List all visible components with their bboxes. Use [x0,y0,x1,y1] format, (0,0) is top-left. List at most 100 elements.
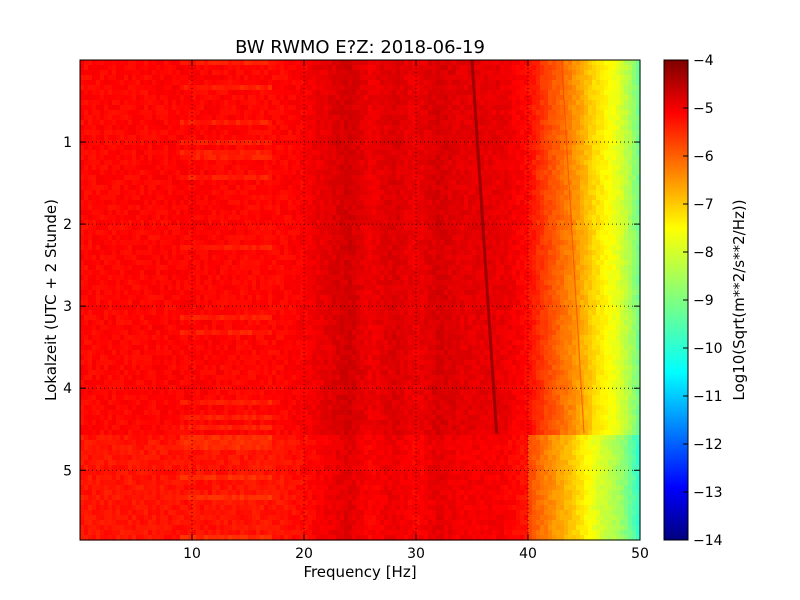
heatmap-cell [500,60,505,66]
heatmap-cell [468,110,473,116]
heatmap-cell [316,105,321,111]
heatmap-cell [204,215,209,221]
heatmap-cell [124,210,129,216]
heatmap-cell [324,155,329,161]
heatmap-cell [488,80,493,86]
heatmap-cell [208,110,213,116]
heatmap-cell [508,70,513,76]
heatmap-cell [284,95,289,101]
heatmap-cell [400,70,405,76]
heatmap-cell [616,115,621,121]
heatmap-cell [484,220,489,226]
heatmap-cell [452,130,457,136]
heatmap-cell [564,110,569,116]
heatmap-cell [396,190,401,196]
heatmap-cell [88,70,93,76]
heatmap-cell [376,130,381,136]
heatmap-cell [452,170,457,176]
heatmap-cell [484,135,489,141]
heatmap-cell [348,235,353,241]
heatmap-cell [132,70,137,76]
heatmap-cell [100,70,105,76]
heatmap-cell [356,120,361,126]
heatmap-cell [420,145,425,151]
heatmap-cell [484,185,489,191]
heatmap-cell [496,160,501,166]
heatmap-cell [196,185,201,191]
heatmap-cell [264,140,269,146]
heatmap-cell [236,135,241,141]
heatmap-cell [348,180,353,186]
heatmap-cell [336,60,341,66]
heatmap-cell [596,135,601,141]
heatmap-cell [400,185,405,191]
heatmap-cell [364,110,369,116]
heatmap-cell [244,110,249,116]
heatmap-cell [312,155,317,161]
heatmap-cell [300,210,305,216]
heatmap-cell [520,120,525,126]
heatmap-cell [372,170,377,176]
heatmap-cell [124,75,129,81]
heatmap-cell [96,200,101,206]
heatmap-cell [416,95,421,101]
heatmap-cell [440,135,445,141]
heatmap-cell [532,195,537,201]
heatmap-cell [164,90,169,96]
heatmap-cell [616,180,621,186]
heatmap-cell [176,175,181,181]
heatmap-cell [352,225,357,231]
heatmap-cell [528,210,533,216]
heatmap-cell [412,135,417,141]
heatmap-cell [120,205,125,211]
heatmap-cell [324,170,329,176]
heatmap-cell [592,180,597,186]
heatmap-cell [176,115,181,121]
heatmap-cell [340,130,345,136]
heatmap-cell [100,130,105,136]
heatmap-cell [276,230,281,236]
heatmap-cell [380,170,385,176]
heatmap-cell [600,215,605,221]
heatmap-cell [160,210,165,216]
heatmap-cell [328,125,333,131]
heatmap-cell [516,210,521,216]
heatmap-cell [576,185,581,191]
heatmap-cell [424,80,429,86]
heatmap-cell [184,150,189,156]
heatmap-cell [368,145,373,151]
heatmap-cell [224,150,229,156]
heatmap-cell [236,145,241,151]
heatmap-cell [540,100,545,106]
heatmap-cell [220,200,225,206]
heatmap-cell [244,65,249,71]
heatmap-cell [136,105,141,111]
heatmap-cell [248,230,253,236]
heatmap-cell [336,120,341,126]
heatmap-cell [280,230,285,236]
heatmap-cell [364,160,369,166]
heatmap-cell [244,210,249,216]
heatmap-cell [452,230,457,236]
heatmap-cell [236,235,241,241]
heatmap-cell [140,200,145,206]
heatmap-cell [428,160,433,166]
heatmap-cell [560,155,565,161]
heatmap-cell [464,110,469,116]
heatmap-cell [372,215,377,221]
heatmap-cell [408,90,413,96]
heatmap-cell [204,185,209,191]
heatmap-cell [256,100,261,106]
heatmap-cell [280,125,285,131]
heatmap-cell [156,230,161,236]
heatmap-cell [124,85,129,91]
heatmap-cell [496,120,501,126]
heatmap-cell [132,75,137,81]
heatmap-cell [460,210,465,216]
heatmap-cell [88,215,93,221]
heatmap-cell [388,160,393,166]
heatmap-cell [96,90,101,96]
heatmap-cell [288,190,293,196]
heatmap-cell [540,170,545,176]
heatmap-cell [112,225,117,231]
